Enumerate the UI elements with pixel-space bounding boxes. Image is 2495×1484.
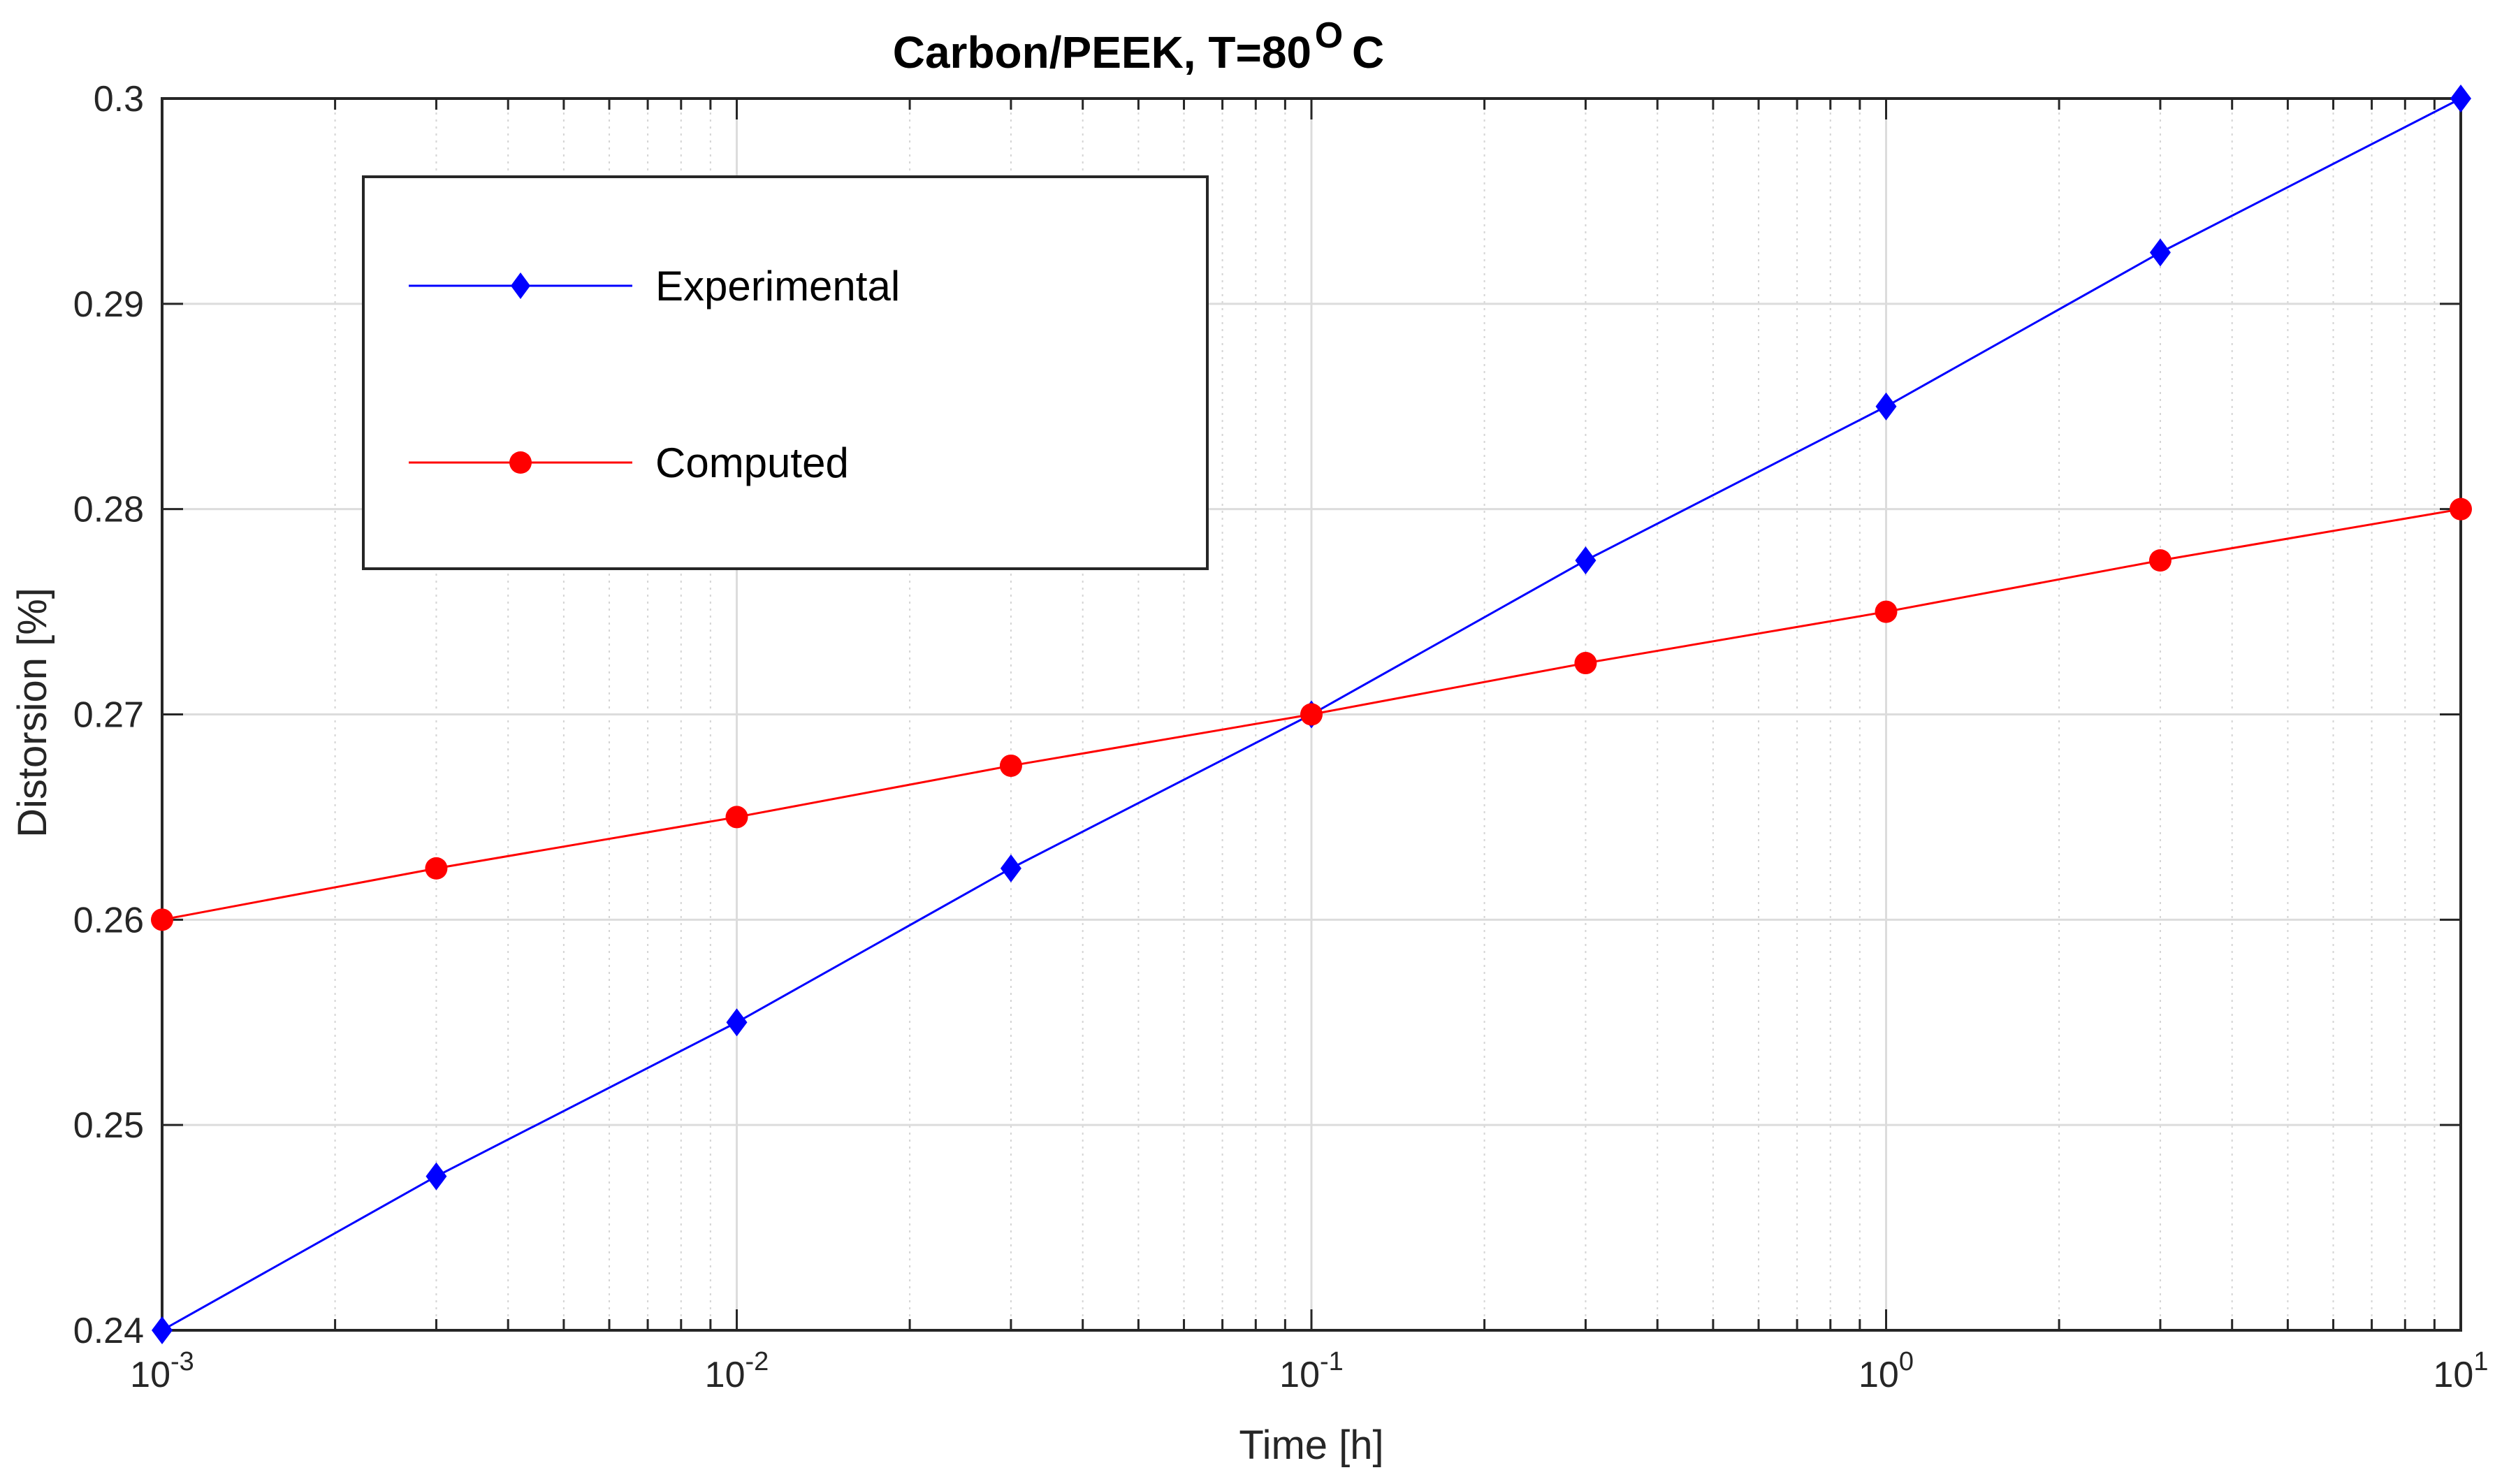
- data-point-experimental: [726, 1008, 748, 1037]
- legend-label-computed: Computed: [655, 439, 849, 486]
- chart-title-superscript: O: [1315, 15, 1343, 56]
- legend: Experimental Computed: [362, 175, 1209, 570]
- series-layer: [151, 85, 2472, 1344]
- data-point-computed: [2148, 549, 2172, 572]
- y-tick-label: 0.24: [73, 1311, 144, 1351]
- y-axis-label: Distorsion [%]: [10, 588, 55, 838]
- data-point-computed: [1875, 600, 1898, 623]
- y-tick-label: 0.27: [73, 695, 144, 736]
- x-tick-labels: 10-3 10-2 10-1 100 101: [130, 1347, 2488, 1395]
- legend-box: [362, 175, 1209, 570]
- legend-entry-computed: Computed: [409, 439, 849, 486]
- data-point-experimental: [152, 1316, 173, 1344]
- y-tick-label: 0.3: [94, 79, 144, 119]
- legend-marker-circle: [509, 451, 532, 474]
- x-axis-label: Time [h]: [1239, 1423, 1383, 1468]
- data-point-computed: [1300, 703, 1323, 726]
- legend-label-experimental: Experimental: [655, 263, 900, 310]
- x-tick-label: 10-1: [1279, 1347, 1344, 1395]
- y-tick-label: 0.28: [73, 490, 144, 530]
- data-point-computed: [999, 754, 1022, 777]
- data-point-experimental: [1875, 392, 1897, 421]
- legend-entry-experimental: Experimental: [409, 263, 900, 310]
- y-tick-labels: 0.24 0.25 0.26 0.27 0.28 0.29 0.3: [73, 79, 144, 1351]
- chart-title-suffix: C: [1352, 27, 1384, 78]
- data-point-experimental: [2450, 85, 2471, 112]
- data-point-experimental: [1000, 854, 1021, 882]
- data-point-computed: [725, 806, 748, 829]
- y-tick-label: 0.26: [73, 900, 144, 940]
- legend-marker-diamond: [511, 272, 530, 299]
- data-point-computed: [1574, 652, 1597, 675]
- data-point-computed: [2450, 497, 2472, 521]
- data-point-experimental: [2149, 238, 2171, 267]
- y-tick-label: 0.29: [73, 284, 144, 325]
- x-tick-label: 10-3: [130, 1347, 194, 1395]
- data-point-computed: [425, 857, 448, 880]
- plot-frame: [161, 97, 2462, 1332]
- y-tick-label: 0.25: [73, 1105, 144, 1146]
- data-point-experimental: [1575, 546, 1596, 575]
- data-point-computed: [151, 908, 173, 931]
- data-point-experimental: [425, 1162, 447, 1191]
- chart-title: Carbon/PEEK, T=80: [893, 27, 1311, 78]
- x-tick-label: 101: [2434, 1347, 2489, 1395]
- x-tick-label: 10-2: [705, 1347, 769, 1395]
- x-tick-label: 100: [1858, 1347, 1914, 1395]
